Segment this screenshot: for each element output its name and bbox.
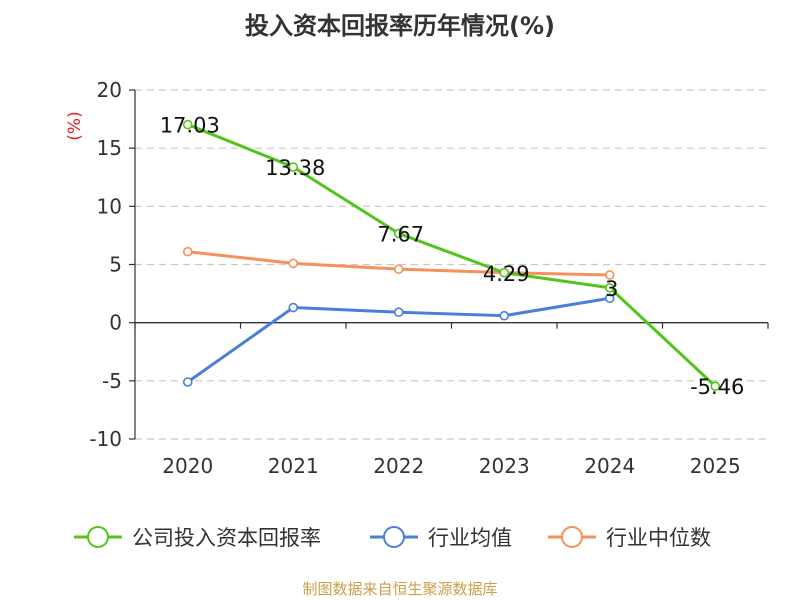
legend-label: 行业中位数 bbox=[606, 526, 711, 550]
data-point[interactable] bbox=[710, 381, 721, 391]
series-layer bbox=[182, 119, 721, 391]
data-point[interactable] bbox=[604, 282, 615, 293]
data-label: 4.29 bbox=[483, 262, 530, 286]
x-tick-label: 2020 bbox=[162, 454, 213, 478]
y-tick-label: 10 bbox=[97, 194, 122, 218]
data-point[interactable] bbox=[182, 119, 193, 130]
data-point[interactable] bbox=[288, 258, 299, 269]
x-tick-label: 2023 bbox=[479, 454, 530, 478]
chart-title: 投入资本回报率历年情况(%) bbox=[245, 12, 555, 40]
y-axis-label: (%) bbox=[65, 111, 85, 140]
data-point[interactable] bbox=[288, 302, 299, 313]
y-tick-label: 20 bbox=[97, 78, 122, 102]
x-tick-label: 2025 bbox=[690, 454, 741, 478]
data-point[interactable] bbox=[499, 310, 510, 321]
data-point[interactable] bbox=[604, 293, 615, 304]
y-tick-label: 15 bbox=[97, 136, 122, 160]
legend-marker bbox=[561, 526, 583, 548]
data-label: 7.67 bbox=[377, 222, 424, 246]
source-note: 制图数据来自恒生聚源数据库 bbox=[302, 580, 498, 598]
data-point[interactable] bbox=[182, 246, 193, 257]
data-label: 13.38 bbox=[265, 156, 325, 180]
data-point[interactable] bbox=[499, 267, 510, 278]
y-tick-label: -10 bbox=[89, 427, 122, 451]
x-tick-label: 2024 bbox=[584, 454, 635, 478]
x-tick-label: 2021 bbox=[268, 454, 319, 478]
legend-marker bbox=[383, 526, 405, 548]
x-tick-label: 2022 bbox=[373, 454, 424, 478]
data-point[interactable] bbox=[393, 307, 404, 317]
legend-item-0[interactable]: 公司投入资本回报率 bbox=[74, 526, 321, 550]
y-tick-label: 5 bbox=[109, 253, 122, 277]
data-label: 17.03 bbox=[160, 114, 220, 138]
data-point[interactable] bbox=[182, 377, 193, 387]
data-point[interactable] bbox=[393, 228, 404, 239]
axes: 20 15 10 5 0 -5 -10 2020 2021 2022 2023 2024 2025 bbox=[89, 78, 769, 478]
y-tick-label: -5 bbox=[102, 369, 122, 393]
grid-lines bbox=[135, 89, 768, 440]
legend-item-2[interactable]: 行业中位数 bbox=[548, 526, 711, 550]
data-point[interactable] bbox=[288, 162, 299, 172]
legend[interactable]: 公司投入资本回报率 行业均值 行业中位数 bbox=[74, 526, 711, 550]
legend-label: 行业均值 bbox=[428, 526, 512, 550]
series-line-0 bbox=[187, 123, 717, 388]
data-label: 3 bbox=[605, 277, 618, 301]
data-point[interactable] bbox=[604, 270, 615, 280]
y-tick-label: 0 bbox=[109, 311, 122, 335]
legend-item-1[interactable]: 行业均值 bbox=[370, 526, 512, 550]
legend-marker bbox=[87, 526, 109, 548]
data-labels: 17.03 13.38 7.67 4.29 3 -5.46 bbox=[160, 114, 745, 400]
data-label: -5.46 bbox=[690, 375, 744, 399]
data-point[interactable] bbox=[393, 264, 404, 274]
legend-label: 公司投入资本回报率 bbox=[132, 526, 321, 550]
